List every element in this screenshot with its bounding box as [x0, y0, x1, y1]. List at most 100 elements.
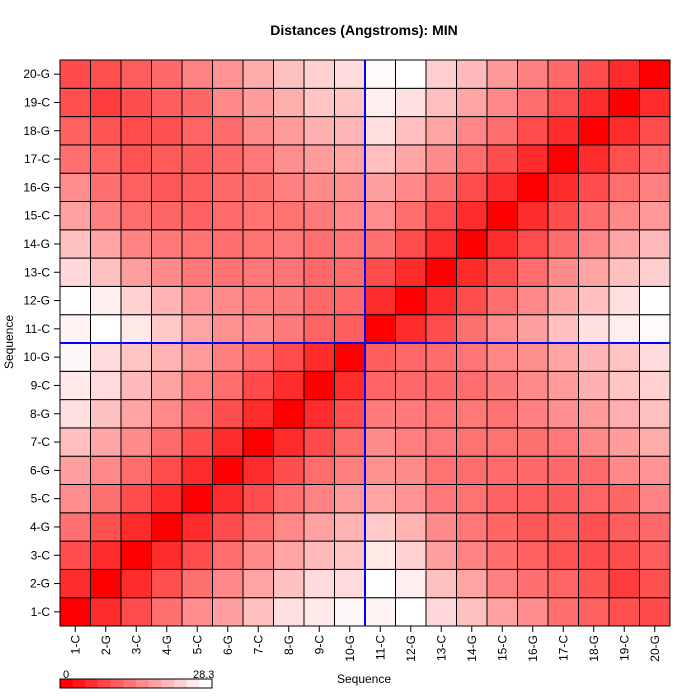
- heatmap-cell-10-G-18-G: [578, 342, 610, 372]
- heatmap-cell-13-C-12-G: [395, 257, 427, 287]
- heatmap-cell-17-C-19-C: [608, 144, 640, 174]
- x-tick-label: 6-G: [221, 635, 235, 655]
- heatmap-cell-8-G-16-G: [517, 399, 549, 429]
- heatmap-cell-20-G-20-G: [639, 59, 671, 89]
- x-tick-label: 20-G: [648, 635, 662, 662]
- heatmap-cell-18-G-12-G: [395, 116, 427, 146]
- heatmap-cell-15-C-8-G: [273, 201, 305, 231]
- heatmap-cell-2-G-1-C: [59, 568, 91, 599]
- heatmap-cell-10-G-19-C: [608, 342, 640, 372]
- x-tick-label: 5-C: [190, 635, 204, 655]
- heatmap-cell-4-G-12-G: [395, 512, 427, 542]
- heatmap-cell-9-C-9-C: [303, 370, 335, 401]
- heatmap-cell-4-G-4-G: [151, 512, 183, 542]
- heatmap-cell-17-C-10-G: [334, 144, 366, 174]
- heatmap-cell-2-G-18-G: [578, 568, 610, 599]
- heatmap-cell-7-C-12-G: [395, 427, 427, 457]
- heatmap-cell-7-C-10-G: [334, 427, 366, 457]
- heatmap-cell-8-G-4-G: [151, 399, 183, 429]
- heatmap-cell-13-C-11-C: [364, 257, 396, 287]
- heatmap-cell-10-G-11-C: [364, 342, 396, 372]
- heatmap-cell-14-G-4-G: [151, 229, 183, 259]
- heatmap-cell-20-G-11-C: [364, 59, 396, 89]
- y-tick-label: 12-G: [23, 294, 50, 308]
- heatmap-cell-10-G-6-G: [212, 342, 244, 372]
- heatmap-cell-2-G-7-C: [242, 568, 274, 599]
- heatmap-cell-12-G-1-C: [59, 285, 91, 316]
- heatmap-cell-2-G-16-G: [517, 568, 549, 599]
- heatmap-cell-3-C-6-G: [212, 540, 244, 570]
- heatmap-cell-11-C-17-C: [547, 314, 579, 344]
- heatmap-cell-1-C-11-C: [364, 597, 396, 627]
- heatmap-cell-18-G-9-C: [303, 116, 335, 146]
- heatmap-cell-15-C-12-G: [395, 201, 427, 231]
- heatmap-cell-14-G-14-G: [456, 229, 488, 259]
- heatmap-cell-5-C-4-G: [151, 484, 183, 514]
- heatmap-cell-10-G-10-G: [334, 342, 366, 372]
- heatmap-cell-16-G-2-G: [90, 172, 122, 202]
- heatmap-cell-2-G-5-C: [181, 568, 213, 599]
- heatmap-cell-5-C-2-G: [90, 484, 122, 514]
- heatmap-cell-11-C-14-G: [456, 314, 488, 344]
- heatmap-cell-13-C-3-C: [120, 257, 152, 287]
- heatmap-cell-17-C-17-C: [547, 144, 579, 174]
- heatmap-cell-20-G-7-C: [242, 59, 274, 89]
- heatmap-cell-1-C-16-G: [517, 597, 549, 627]
- heatmap-cell-20-G-1-C: [59, 59, 91, 89]
- heatmap-cell-4-G-10-G: [334, 512, 366, 542]
- heatmap-cell-9-C-18-G: [578, 370, 610, 401]
- heatmap-cell-18-G-16-G: [517, 116, 549, 146]
- heatmap-cell-13-C-17-C: [547, 257, 579, 287]
- heatmap-cell-6-G-19-C: [608, 455, 640, 486]
- x-tick-label: 3-C: [129, 635, 143, 655]
- heatmap-cell-4-G-7-C: [242, 512, 274, 542]
- heatmap-cell-1-C-9-C: [303, 597, 335, 627]
- legend-swatch: [110, 679, 124, 688]
- heatmap-cell-4-G-9-C: [303, 512, 335, 542]
- heatmap-cell-8-G-12-G: [395, 399, 427, 429]
- heatmap-cell-6-G-11-C: [364, 455, 396, 486]
- legend-frame: [59, 678, 213, 689]
- heatmap-cell-7-C-8-G: [273, 427, 305, 457]
- heatmap-cell-13-C-1-C: [59, 257, 91, 287]
- x-axis-title: Sequence: [337, 672, 391, 686]
- heatmap-cell-5-C-16-G: [517, 484, 549, 514]
- legend-swatch: [174, 679, 188, 688]
- heatmap-cell-9-C-1-C: [59, 370, 91, 401]
- heatmap-cell-10-G-2-G: [90, 342, 122, 372]
- heatmap-cell-19-C-10-G: [334, 87, 366, 118]
- y-tick-label: 4-G: [30, 520, 50, 534]
- heatmap-cell-6-G-13-C: [425, 455, 457, 486]
- heatmap-cell-18-G-4-G: [151, 116, 183, 146]
- heatmap-cell-11-C-6-G: [212, 314, 244, 344]
- x-tick-label: 10-G: [343, 635, 357, 662]
- heatmap-cell-13-C-6-G: [212, 257, 244, 287]
- heatmap-cell-10-G-12-G: [395, 342, 427, 372]
- heatmap-cell-6-G-1-C: [59, 455, 91, 486]
- heatmap-cell-9-C-3-C: [120, 370, 152, 401]
- heatmap-cell-14-G-17-C: [547, 229, 579, 259]
- heatmap-cell-9-C-14-G: [456, 370, 488, 401]
- x-tick-label: 15-C: [495, 635, 509, 661]
- heatmap-cell-16-G-20-G: [639, 172, 671, 202]
- heatmap-cell-18-G-19-C: [608, 116, 640, 146]
- heatmap-cell-10-G-5-C: [181, 342, 213, 372]
- heatmap-cell-6-G-9-C: [303, 455, 335, 486]
- heatmap-cell-1-C-19-C: [608, 597, 640, 627]
- heatmap-cell-1-C-18-G: [578, 597, 610, 627]
- y-tick-label: 7-C: [31, 435, 51, 449]
- heatmap-cell-4-G-19-C: [608, 512, 640, 542]
- heatmap-cell-16-G-12-G: [395, 172, 427, 202]
- heatmap-cell-13-C-19-C: [608, 257, 640, 287]
- heatmap-cell-7-C-2-G: [90, 427, 122, 457]
- heatmap-cell-16-G-16-G: [517, 172, 549, 202]
- heatmap-cell-13-C-9-C: [303, 257, 335, 287]
- y-tick-label: 11-C: [25, 322, 50, 336]
- heatmap-cell-15-C-5-C: [181, 201, 213, 231]
- heatmap-cell-2-G-2-G: [90, 568, 122, 599]
- heatmap-cell-3-C-2-G: [90, 540, 122, 570]
- heatmap-cell-3-C-19-C: [608, 540, 640, 570]
- heatmap-cell-13-C-8-G: [273, 257, 305, 287]
- chart-title: Distances (Angstroms): MIN: [270, 22, 457, 38]
- heatmap-cell-6-G-18-G: [578, 455, 610, 486]
